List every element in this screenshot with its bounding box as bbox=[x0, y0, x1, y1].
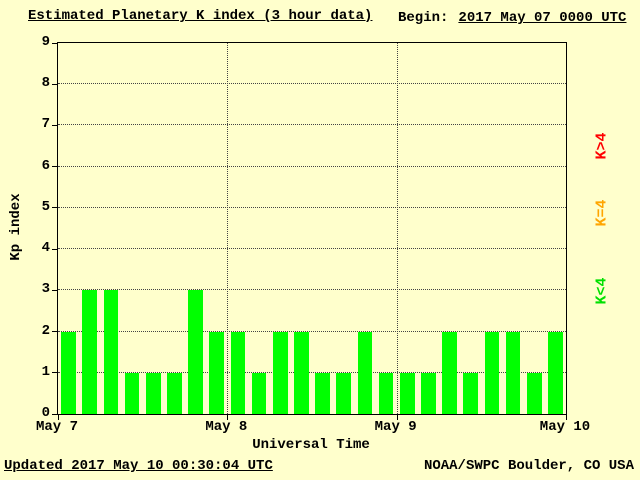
y-tick-label: 3 bbox=[41, 281, 50, 298]
y-tick bbox=[52, 372, 57, 374]
y-tick-label: 9 bbox=[41, 34, 50, 50]
y-tick bbox=[52, 83, 57, 85]
y-tick bbox=[52, 248, 57, 250]
kp-bar bbox=[526, 372, 542, 414]
y-tick-label: 1 bbox=[41, 363, 50, 380]
y-gridline bbox=[58, 83, 566, 85]
x-tick bbox=[58, 415, 59, 420]
y-gridline bbox=[58, 206, 566, 208]
kp-bar bbox=[145, 372, 161, 414]
legend-item: K<4 bbox=[593, 277, 611, 305]
kp-bar bbox=[251, 372, 267, 414]
y-tick-label: 8 bbox=[41, 75, 50, 92]
y-axis-title: Kp index bbox=[8, 193, 24, 261]
legend-item: K=4 bbox=[593, 199, 611, 227]
y-tick bbox=[52, 207, 57, 209]
kp-bar bbox=[124, 372, 140, 414]
y-tick-label: 6 bbox=[41, 157, 50, 174]
kp-bar bbox=[463, 372, 479, 414]
x-tick-label: May 9 bbox=[374, 419, 417, 435]
y-tick-label: 2 bbox=[41, 322, 50, 339]
kp-bar bbox=[103, 290, 119, 414]
y-gridline bbox=[58, 124, 566, 126]
chart-title: Estimated Planetary K index (3 hour data… bbox=[28, 8, 373, 24]
kp-bar bbox=[399, 372, 415, 414]
y-tick bbox=[52, 124, 57, 126]
x-tick-label: May 10 bbox=[539, 419, 591, 435]
kp-bar bbox=[442, 331, 457, 414]
legend-item: K>4 bbox=[593, 132, 611, 160]
y-axis-labels: 0 1 2 3 4 5 6 7 8 9 bbox=[30, 34, 50, 421]
x-tick bbox=[227, 415, 229, 420]
y-tick bbox=[52, 331, 57, 333]
begin-timestamp: Begin: 2017 May 07 0000 UTC bbox=[398, 10, 626, 26]
begin-value: 2017 May 07 0000 UTC bbox=[458, 10, 627, 26]
kp-bar bbox=[272, 331, 288, 414]
x-tick-label: May 7 bbox=[35, 419, 79, 435]
x-tick bbox=[396, 415, 398, 420]
kp-bar bbox=[484, 331, 500, 414]
x-axis-labels: May 7 May 8 May 9 May 10 bbox=[36, 419, 590, 435]
kp-bar bbox=[315, 372, 330, 414]
y-tick bbox=[52, 42, 57, 44]
plot-area bbox=[52, 42, 567, 420]
y-tick bbox=[52, 166, 57, 168]
kp-bar bbox=[421, 372, 436, 414]
y-tick bbox=[52, 289, 57, 291]
begin-label: Begin: bbox=[398, 10, 449, 26]
kp-bar bbox=[82, 290, 98, 414]
y-gridline bbox=[58, 289, 566, 291]
y-tick-label: 0 bbox=[41, 405, 50, 421]
kp-bar bbox=[61, 331, 76, 414]
x-axis-title: Universal Time bbox=[252, 437, 370, 453]
kp-bar bbox=[548, 331, 563, 414]
legend: K>4 K=4 K<4 bbox=[588, 42, 616, 413]
y-tick bbox=[52, 413, 57, 415]
y-gridline bbox=[58, 330, 566, 332]
y-tick-label: 4 bbox=[41, 240, 50, 257]
kp-bar bbox=[209, 331, 225, 414]
updated-timestamp: Updated 2017 May 10 00:30:04 UTC bbox=[4, 458, 273, 474]
kp-bar bbox=[230, 331, 246, 414]
x-tick bbox=[566, 415, 567, 420]
kp-bar bbox=[357, 331, 373, 414]
y-gridline bbox=[58, 371, 566, 373]
kp-bar bbox=[167, 372, 182, 414]
y-tick-label: 7 bbox=[41, 116, 50, 133]
source-attribution: NOAA/SWPC Boulder, CO USA bbox=[423, 458, 634, 474]
y-gridline bbox=[58, 165, 566, 167]
x-gridline bbox=[396, 43, 398, 414]
x-tick-label: May 8 bbox=[205, 419, 248, 435]
kp-bar bbox=[188, 290, 203, 414]
kp-bar bbox=[505, 331, 521, 414]
y-tick-label: 5 bbox=[41, 198, 50, 215]
y-gridline bbox=[58, 248, 566, 250]
kp-bar bbox=[336, 372, 352, 414]
kp-bar bbox=[294, 331, 309, 414]
x-gridline bbox=[227, 43, 229, 414]
kp-bar bbox=[378, 372, 394, 414]
